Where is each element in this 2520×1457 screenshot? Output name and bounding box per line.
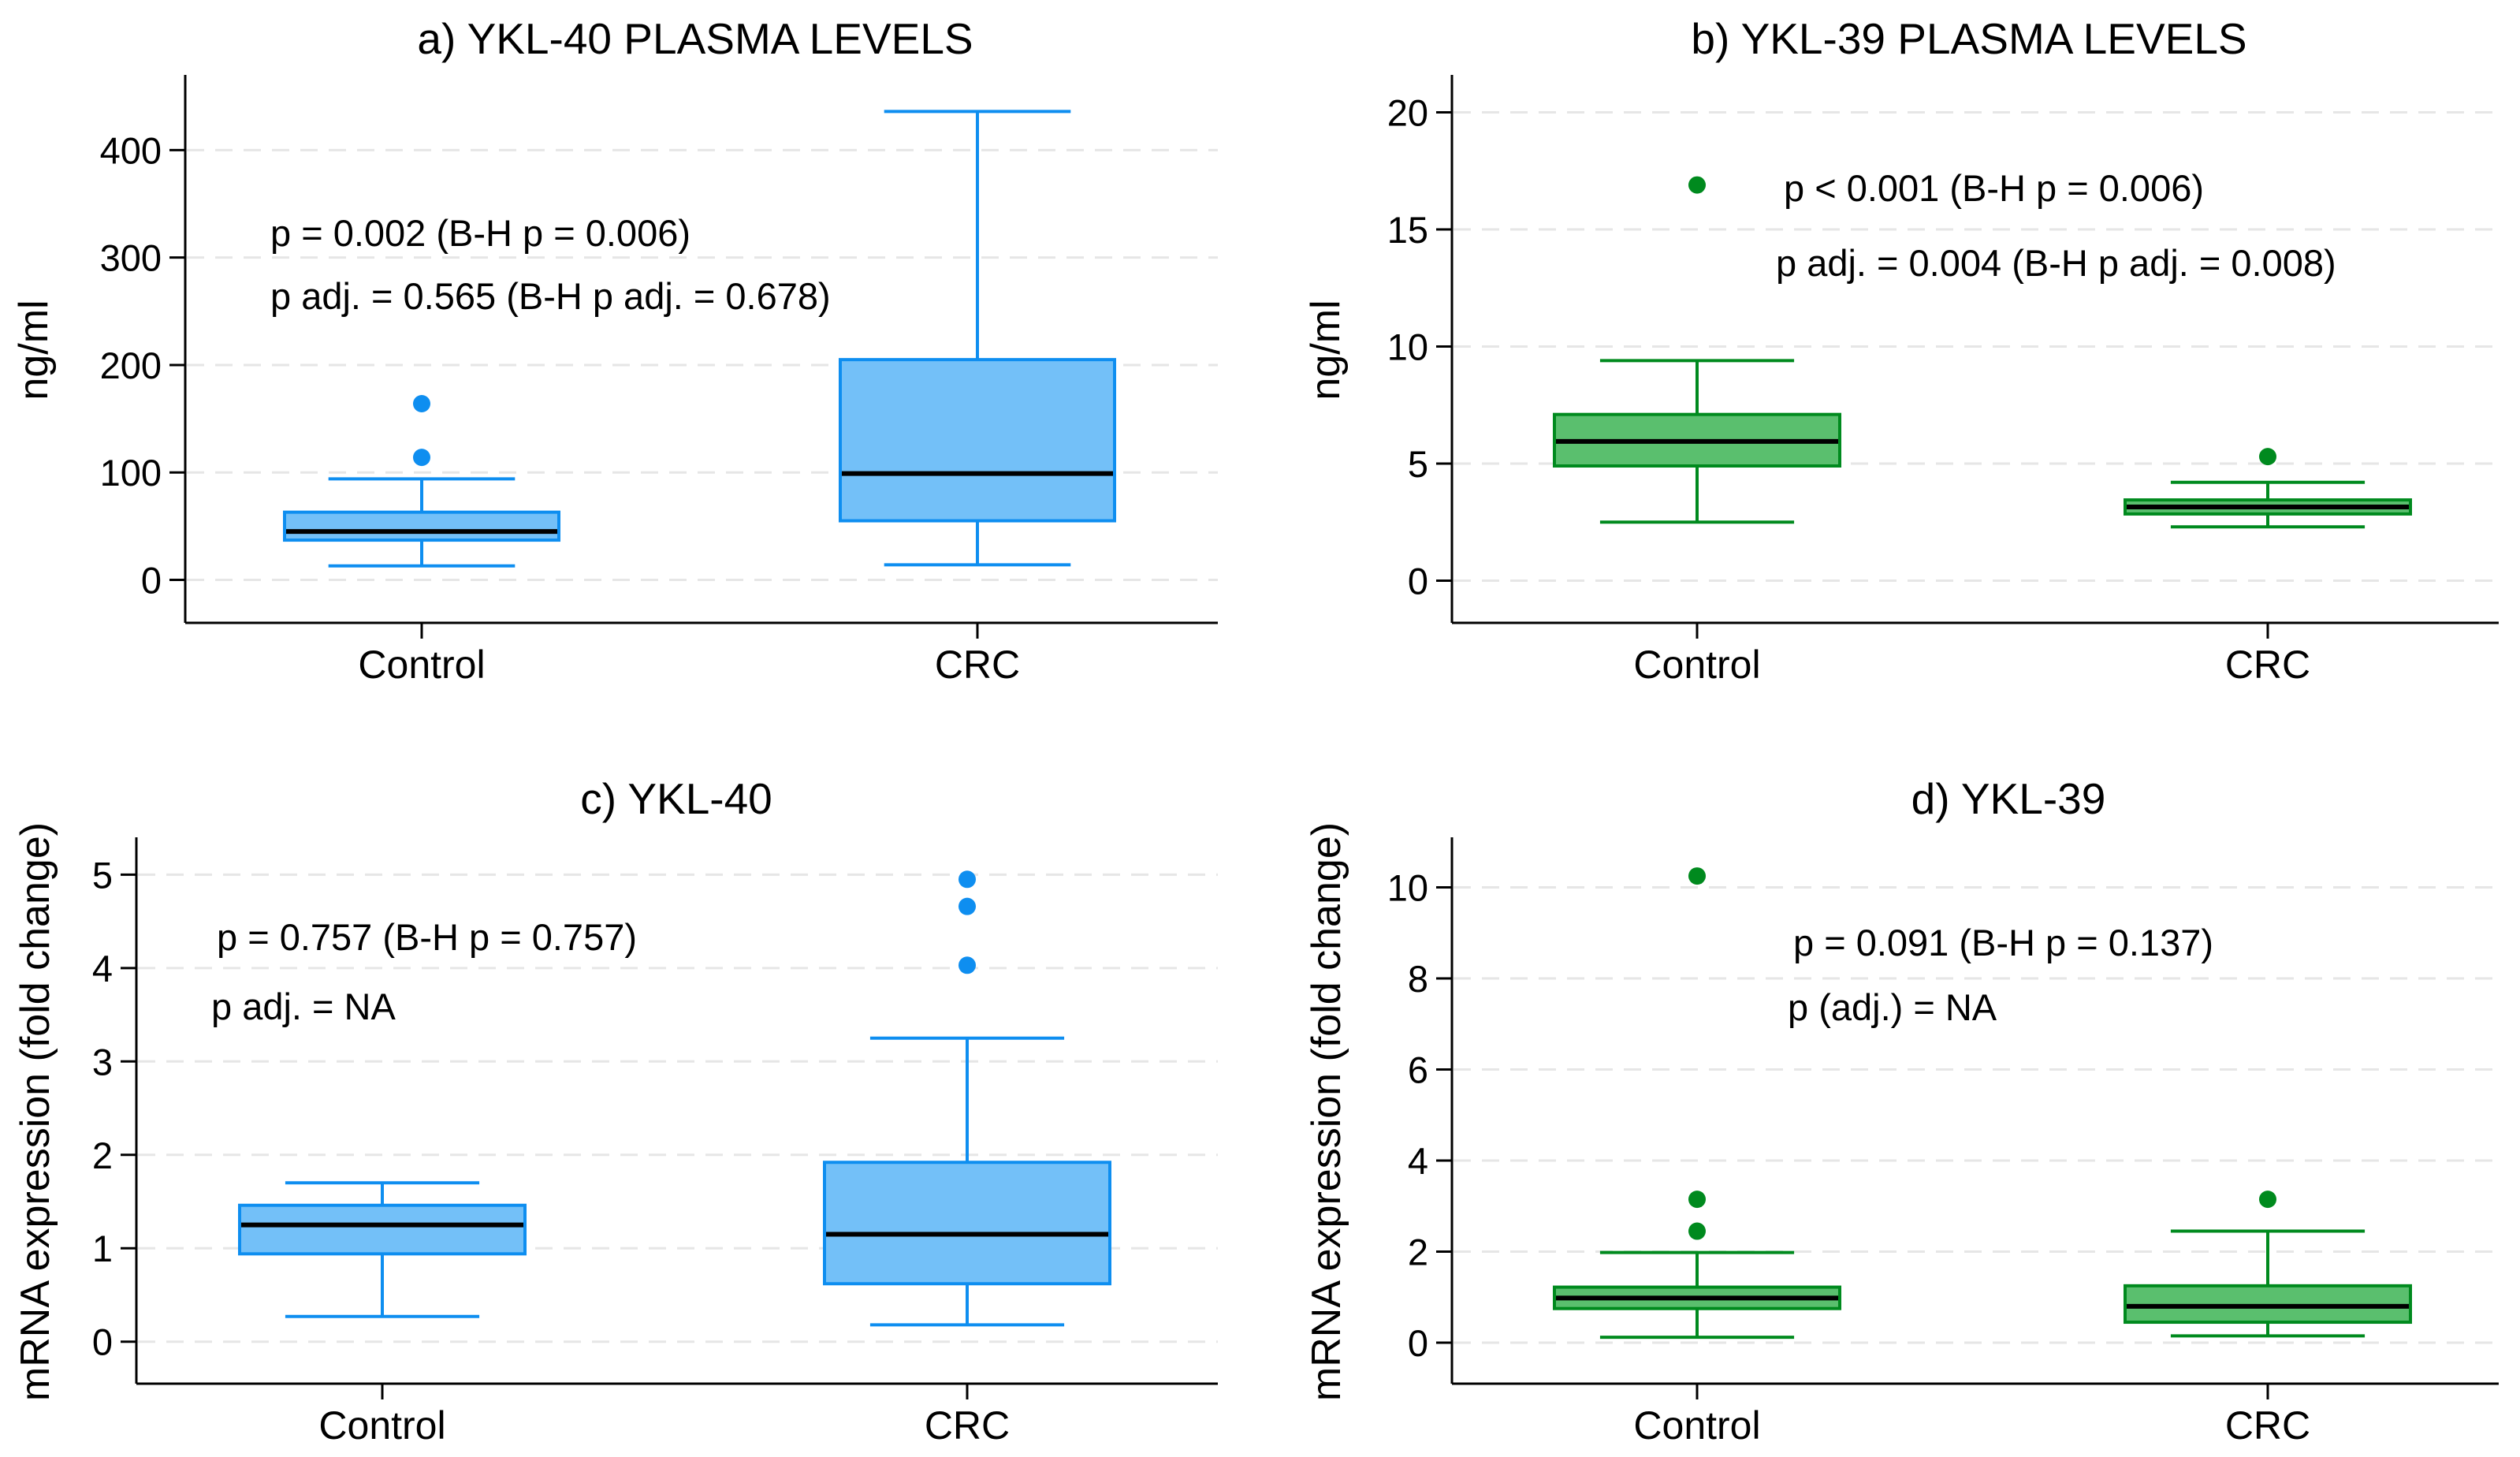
- panel-a-y-label: ng/ml: [11, 300, 57, 400]
- panel-a-y-tick-label: 300: [100, 237, 162, 279]
- panel-a: a) YKL-40 PLASMA LEVELS ng/ml p = 0.002 …: [11, 14, 1218, 687]
- panel-c-x-tick-label: CRC: [925, 1403, 1010, 1448]
- panel-d-crc-outlier: [2259, 1191, 2276, 1209]
- panel-a-crc-box: [839, 358, 1116, 523]
- panel-d: d) YKL-39 mRNA expression (fold change) …: [1304, 774, 2499, 1448]
- panel-b-control-outlier: [1688, 176, 1706, 194]
- panel-d-plot: 0 2 4 6 8 10 Control CRC: [1387, 837, 2499, 1448]
- panel-d-x-tick-label: Control: [1633, 1403, 1760, 1448]
- panel-c-y-label: mRNA expression (fold change): [13, 822, 58, 1401]
- panel-c-crc-outlier: [958, 870, 976, 889]
- panel-c-y-tick-label: 4: [92, 948, 113, 989]
- panel-b-y-label: ng/ml: [1303, 300, 1349, 400]
- panel-c-annotation-2: p adj. = NA: [211, 986, 396, 1027]
- panel-b-plot: 0 5 10 15 20 Control CRC: [1387, 75, 2499, 687]
- panel-b-x-tick-label: Control: [1633, 643, 1760, 687]
- panel-b-annotation-2: p adj. = 0.004 (B-H p adj. = 0.008): [1776, 242, 2336, 284]
- panel-d-title: d) YKL-39: [1911, 774, 2106, 823]
- panel-a-y-tick-label: 0: [141, 559, 162, 601]
- panel-c-x-tick-label: Control: [318, 1403, 445, 1448]
- panel-a-x-tick-label: Control: [358, 643, 485, 687]
- panel-d-y-tick-label: 10: [1387, 867, 1428, 909]
- panel-d-annotation-2: p (adj.) = NA: [1788, 986, 1997, 1028]
- panel-a-y-tick-label: 200: [100, 345, 162, 386]
- panel-d-x-tick-label: CRC: [2225, 1403, 2310, 1448]
- panel-d-y-tick-label: 6: [1408, 1049, 1428, 1091]
- panel-c-y-tick-label: 2: [92, 1135, 113, 1176]
- panel-a-plot: 0 100 200 300 400 Control CRC: [100, 75, 1218, 687]
- panel-a-y-tick-label: 400: [100, 129, 162, 171]
- panel-a-control-outlier: [413, 395, 430, 412]
- panel-c-crc-outlier: [958, 956, 976, 974]
- panel-d-y-tick-label: 8: [1408, 958, 1428, 1000]
- panel-b-y-tick-label: 5: [1408, 443, 1428, 485]
- panel-b-title: b) YKL-39 PLASMA LEVELS: [1691, 14, 2246, 63]
- panel-b-y-tick-label: 15: [1387, 209, 1428, 251]
- panel-d-y-tick-label: 2: [1408, 1232, 1428, 1273]
- panel-b-y-tick-label: 20: [1387, 92, 1428, 134]
- panel-c: c) YKL-40 mRNA expression (fold change) …: [13, 774, 1218, 1448]
- panel-b-crc-outlier: [2259, 448, 2276, 466]
- panel-c-y-tick-label: 5: [92, 854, 113, 896]
- panel-b-annotation-1: p < 0.001 (B-H p = 0.006): [1784, 167, 2204, 209]
- panel-a-annotation-2: p adj. = 0.565 (B-H p adj. = 0.678): [270, 275, 831, 317]
- panel-a-control-outlier: [413, 449, 430, 467]
- panel-b: b) YKL-39 PLASMA LEVELS ng/ml p < 0.001 …: [1303, 14, 2499, 687]
- panel-d-control-outlier: [1688, 1222, 1706, 1240]
- panel-c-annotation-1: p = 0.757 (B-H p = 0.757): [217, 916, 637, 958]
- panel-c-y-tick-label: 1: [92, 1228, 113, 1269]
- panel-c-control-box: [238, 1203, 527, 1256]
- panel-c-y-tick-label: 0: [92, 1321, 113, 1363]
- panel-d-annotation-1: p = 0.091 (B-H p = 0.137): [1793, 922, 2213, 963]
- panel-c-y-tick-label: 3: [92, 1041, 113, 1083]
- panel-d-y-label: mRNA expression (fold change): [1304, 822, 1349, 1401]
- panel-b-y-tick-label: 10: [1387, 326, 1428, 368]
- panel-b-x-tick-label: CRC: [2225, 643, 2310, 687]
- panel-c-crc-box: [823, 1161, 1111, 1286]
- panel-a-title: a) YKL-40 PLASMA LEVELS: [417, 14, 973, 63]
- panel-a-annotation-1: p = 0.002 (B-H p = 0.006): [270, 212, 690, 254]
- panel-b-y-tick-label: 0: [1408, 561, 1428, 602]
- panel-c-title: c) YKL-40: [580, 774, 772, 823]
- panel-c-crc-outlier: [958, 897, 976, 915]
- panel-d-control-outlier: [1688, 867, 1706, 885]
- panel-a-y-tick-label: 100: [100, 452, 162, 494]
- panel-a-control-box: [283, 510, 560, 542]
- panel-d-y-tick-label: 4: [1408, 1140, 1428, 1182]
- panel-c-plot: 0 1 2 3 4 5 Control CRC: [92, 837, 1218, 1448]
- panel-d-y-tick-label: 0: [1408, 1322, 1428, 1364]
- panel-a-x-tick-label: CRC: [935, 643, 1020, 687]
- panel-d-control-outlier: [1688, 1191, 1706, 1209]
